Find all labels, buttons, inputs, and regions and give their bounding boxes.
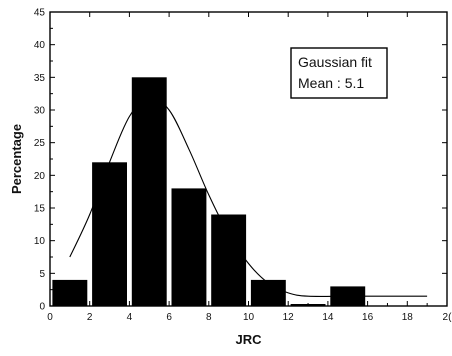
x-tick-label-7: 14 xyxy=(322,312,334,323)
histogram-bar-2 xyxy=(131,77,167,306)
x-tick-label-8: 16 xyxy=(362,312,374,323)
y-tick-label-7: 35 xyxy=(34,73,46,84)
x-tick-label-3: 6 xyxy=(166,312,172,323)
y-tick-label-9: 45 xyxy=(34,8,46,19)
y-axis-title: Percentage xyxy=(9,124,24,194)
y-tick-label-1: 5 xyxy=(39,269,45,280)
legend-line-1: Mean : 5.1 xyxy=(298,75,364,91)
legend-frame xyxy=(290,47,388,99)
y-tick-label-5: 25 xyxy=(34,138,46,149)
y-tick-label-3: 15 xyxy=(34,204,46,215)
x-tick-label-10: 2( xyxy=(443,312,452,323)
x-tick-label-0: 0 xyxy=(47,312,53,323)
y-tick-label-6: 30 xyxy=(34,106,46,117)
x-tick-label-4: 8 xyxy=(206,312,212,323)
x-tick-label-1: 2 xyxy=(87,312,93,323)
x-tick-label-5: 10 xyxy=(243,312,255,323)
histogram-bar-1 xyxy=(92,162,127,306)
x-axis-title: JRC xyxy=(235,332,262,347)
legend-box: Gaussian fit Mean : 5.1 xyxy=(290,47,388,99)
histogram-bar-4 xyxy=(211,214,247,306)
histogram-bar-0 xyxy=(52,279,88,306)
fit-curve-group xyxy=(69,96,428,297)
histogram-bar-5 xyxy=(250,279,286,306)
axes-group: 0 2 4 6 8 10 12 14 16 18 2( 0 5 10 15 20 25 30 35 40 45 JRC Pe… xyxy=(9,8,452,348)
x-tick-label-9: 18 xyxy=(402,312,414,323)
histogram-bar-3 xyxy=(171,188,207,306)
x-tick-label-2: 4 xyxy=(127,312,133,323)
y-tick-label-2: 10 xyxy=(34,236,46,247)
y-tick-label-8: 40 xyxy=(34,40,46,51)
y-tick-label-4: 20 xyxy=(34,171,46,182)
x-tick-label-6: 12 xyxy=(283,312,295,323)
y-tick-label-0: 0 xyxy=(39,302,45,313)
bars-group xyxy=(52,77,366,306)
legend-line-0: Gaussian fit xyxy=(298,54,372,70)
gaussian-fit-curve xyxy=(69,96,428,297)
